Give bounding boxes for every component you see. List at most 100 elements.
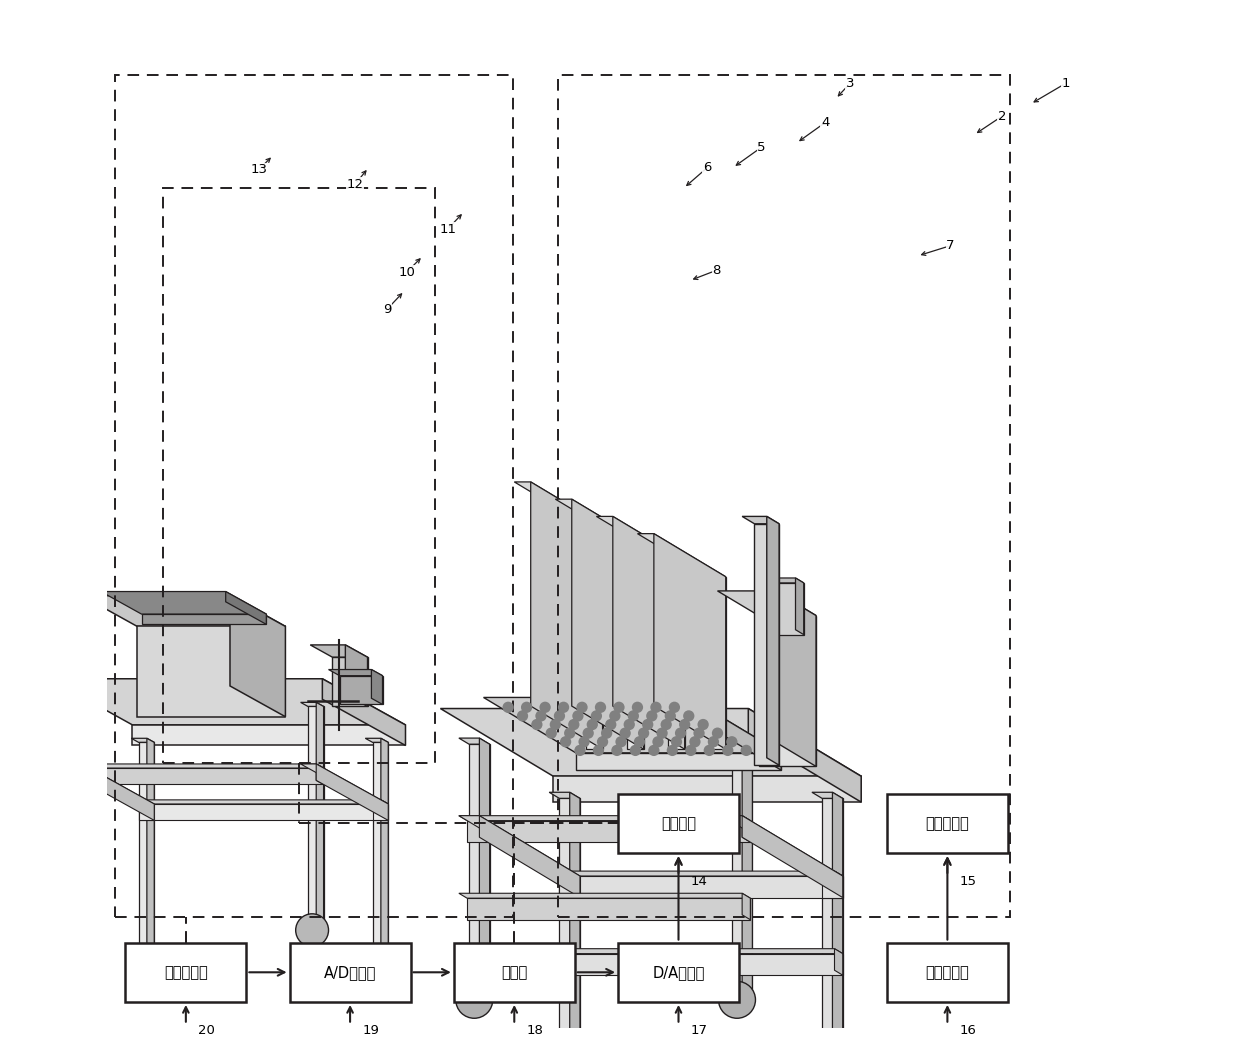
Text: 18: 18 xyxy=(527,1025,543,1037)
Polygon shape xyxy=(74,707,89,932)
Circle shape xyxy=(718,981,755,1018)
Polygon shape xyxy=(316,764,388,820)
Polygon shape xyxy=(835,949,843,975)
Polygon shape xyxy=(346,645,367,707)
Polygon shape xyxy=(668,559,684,749)
Circle shape xyxy=(531,719,543,730)
Polygon shape xyxy=(459,738,490,744)
Polygon shape xyxy=(480,738,490,1003)
Polygon shape xyxy=(742,516,779,524)
Circle shape xyxy=(656,728,667,739)
Circle shape xyxy=(596,736,608,747)
Circle shape xyxy=(703,744,715,756)
Polygon shape xyxy=(226,592,267,625)
Polygon shape xyxy=(553,776,862,802)
Circle shape xyxy=(637,728,650,739)
Polygon shape xyxy=(572,499,644,749)
Polygon shape xyxy=(515,482,603,525)
Circle shape xyxy=(587,719,598,730)
Polygon shape xyxy=(138,626,285,716)
Circle shape xyxy=(722,744,733,756)
Polygon shape xyxy=(308,707,324,932)
Circle shape xyxy=(614,702,625,713)
Text: 信号发生器: 信号发生器 xyxy=(925,964,970,980)
Circle shape xyxy=(536,710,547,721)
Text: 12: 12 xyxy=(347,177,363,191)
Polygon shape xyxy=(559,798,580,1038)
Text: 功率放大器: 功率放大器 xyxy=(925,816,970,831)
Polygon shape xyxy=(373,742,388,968)
Circle shape xyxy=(671,736,682,747)
Circle shape xyxy=(577,702,588,713)
Polygon shape xyxy=(766,516,779,765)
Circle shape xyxy=(632,702,644,713)
Circle shape xyxy=(611,744,622,756)
Circle shape xyxy=(642,719,653,730)
Polygon shape xyxy=(139,742,154,968)
Circle shape xyxy=(593,744,604,756)
Circle shape xyxy=(665,710,676,721)
Bar xyxy=(618,794,739,853)
Circle shape xyxy=(517,710,528,721)
Circle shape xyxy=(546,728,557,739)
Polygon shape xyxy=(440,709,862,776)
Polygon shape xyxy=(754,578,804,583)
Circle shape xyxy=(712,728,723,739)
Circle shape xyxy=(558,702,569,713)
Circle shape xyxy=(675,728,686,739)
Polygon shape xyxy=(556,499,644,542)
Circle shape xyxy=(574,744,585,756)
Polygon shape xyxy=(366,738,388,742)
Circle shape xyxy=(539,702,551,713)
Polygon shape xyxy=(549,792,580,798)
Circle shape xyxy=(573,710,584,721)
Polygon shape xyxy=(835,871,843,898)
Polygon shape xyxy=(329,670,382,676)
Text: 13: 13 xyxy=(250,163,268,176)
Polygon shape xyxy=(742,894,750,920)
Circle shape xyxy=(650,702,662,713)
Polygon shape xyxy=(74,768,324,785)
Text: 1: 1 xyxy=(1061,77,1070,90)
Text: 5: 5 xyxy=(758,140,766,154)
Text: 2: 2 xyxy=(997,110,1006,122)
Circle shape xyxy=(667,744,678,756)
Circle shape xyxy=(590,710,603,721)
Polygon shape xyxy=(300,703,324,707)
Text: 15: 15 xyxy=(960,875,977,889)
Polygon shape xyxy=(480,816,580,898)
Polygon shape xyxy=(484,698,781,753)
Polygon shape xyxy=(748,709,862,802)
Circle shape xyxy=(693,728,704,739)
Circle shape xyxy=(578,736,590,747)
Polygon shape xyxy=(316,703,324,932)
Circle shape xyxy=(646,710,657,721)
Polygon shape xyxy=(67,764,154,804)
Polygon shape xyxy=(139,804,154,820)
Circle shape xyxy=(295,913,329,947)
Polygon shape xyxy=(575,753,781,770)
Circle shape xyxy=(568,719,579,730)
Polygon shape xyxy=(133,725,405,745)
Circle shape xyxy=(624,719,635,730)
Circle shape xyxy=(615,736,626,747)
Polygon shape xyxy=(559,876,580,898)
Circle shape xyxy=(126,950,159,983)
Polygon shape xyxy=(653,534,725,749)
Bar xyxy=(115,76,513,917)
Polygon shape xyxy=(552,949,843,954)
Polygon shape xyxy=(372,670,382,705)
Polygon shape xyxy=(587,525,603,749)
Bar xyxy=(618,943,739,1002)
Bar xyxy=(125,943,247,1002)
Polygon shape xyxy=(596,516,684,559)
Circle shape xyxy=(601,728,613,739)
Circle shape xyxy=(605,719,616,730)
Text: 电荷放大器: 电荷放大器 xyxy=(164,964,208,980)
Text: 11: 11 xyxy=(439,223,456,236)
Polygon shape xyxy=(742,816,750,842)
Polygon shape xyxy=(381,738,388,968)
Polygon shape xyxy=(709,577,725,749)
Text: 6: 6 xyxy=(703,161,712,174)
Text: 3: 3 xyxy=(846,77,854,90)
